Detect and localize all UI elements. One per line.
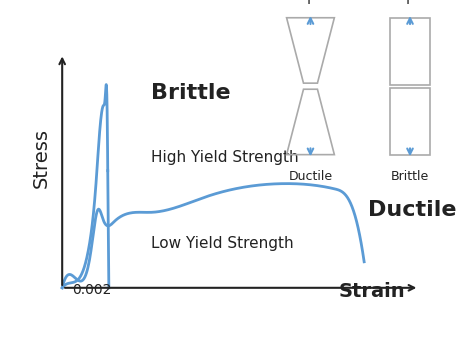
Text: Ductile: Ductile [368, 200, 456, 220]
Text: High Yield Strength: High Yield Strength [151, 150, 299, 165]
Text: F: F [307, 0, 314, 7]
Text: Stress: Stress [31, 128, 50, 188]
Text: Low Yield Strength: Low Yield Strength [151, 236, 294, 251]
Text: 0.002: 0.002 [73, 283, 112, 297]
Text: Strain: Strain [338, 282, 405, 301]
Text: Brittle: Brittle [391, 170, 429, 183]
Bar [390, 88, 430, 155]
Text: F: F [406, 0, 414, 7]
Bar [390, 18, 430, 84]
Text: Brittle: Brittle [151, 82, 231, 103]
Text: Ductile: Ductile [288, 170, 333, 183]
